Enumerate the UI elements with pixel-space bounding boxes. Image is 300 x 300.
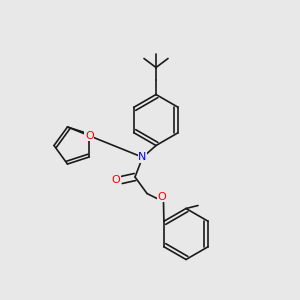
Text: O: O [112, 175, 121, 185]
Text: O: O [158, 191, 166, 202]
Text: N: N [138, 152, 147, 163]
Text: O: O [85, 130, 94, 140]
